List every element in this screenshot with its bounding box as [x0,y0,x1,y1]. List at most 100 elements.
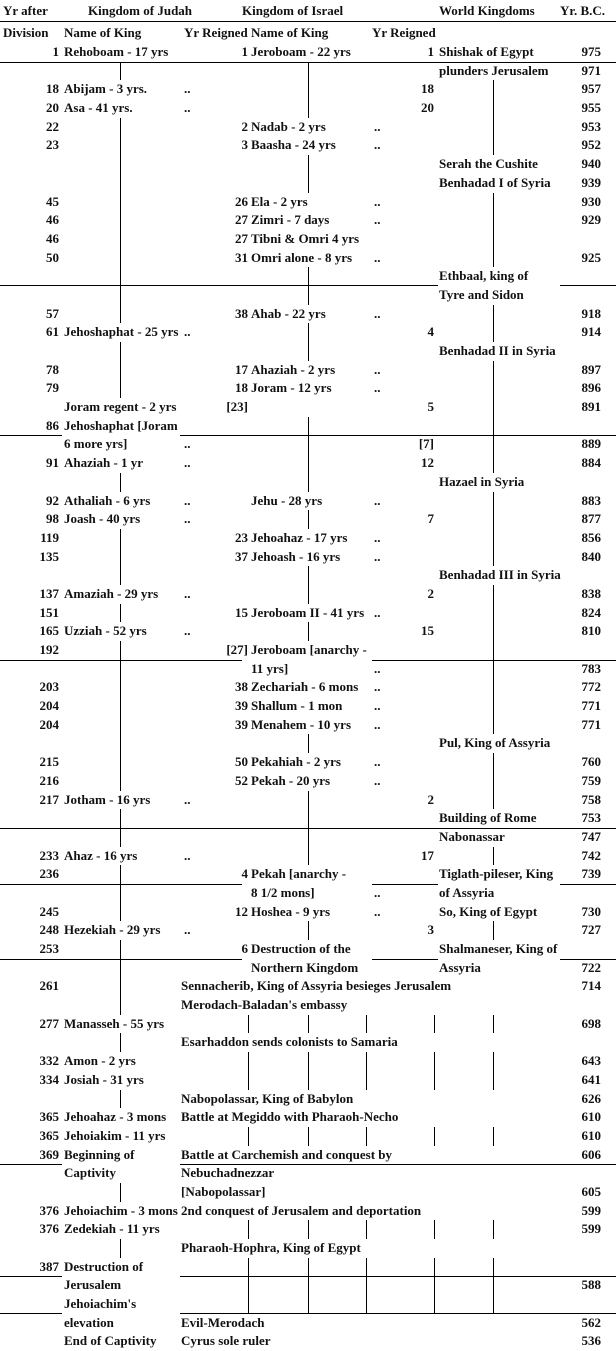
division-year: 46 [46,230,59,246]
table-row: 98 Joash - 40 yrs.. 7 877 [0,510,616,529]
israel-yr-reigned [372,940,438,960]
israel-yr-reigned: 1 [372,43,438,63]
year-bc: 610 [581,1127,602,1143]
world-kingdom-event [438,323,560,342]
division-year [0,1314,62,1333]
world-kingdom-event [438,379,560,399]
world-kingdom-event [438,192,560,212]
year-bc: 599 [581,1221,602,1237]
division-year: 253 [0,940,62,960]
division-year: 23 [46,137,59,153]
israel-king-name: Pekahiah - 2 yrs [251,754,341,770]
judah-yr-reigned [180,1258,242,1278]
division-year [0,1090,62,1109]
year-bc [560,1033,616,1052]
year-bc: 536 [581,1333,602,1349]
division-year [0,1295,62,1314]
world-kingdom-event [438,80,560,100]
israel-yr-reigned [372,641,438,661]
judah-yr-reigned [180,641,242,661]
division-year: 79 [46,380,59,396]
judah-yr-reigned: .. [184,922,191,938]
header-judah-yr-reigned: Yr Reigned [184,25,248,40]
world-kingdom-event [438,491,560,511]
division-year [0,473,62,492]
israel-yr-reigned [372,865,438,885]
israel-yr-reigned: 4 [427,324,435,340]
judah-yr-reigned [180,1052,242,1071]
year-bc: 626 [581,1090,602,1106]
judah-yr-reigned: .. [184,100,191,116]
israel-king-accession-num: 37 [235,548,248,564]
header-judah-name-of-king: Name of King [64,25,142,40]
world-kingdom-event: of Assyria [439,884,495,900]
division-year: 365 [39,1127,60,1143]
israel-king: 11 yrs] [242,660,372,679]
division-year [0,734,62,753]
israel-king-name: Baasha - 24 yrs [251,137,336,153]
division-year: 216 [39,772,60,788]
judah-king: Jehoshaphat - 25 yrs [64,324,179,340]
israel-king-name: 11 yrs] [251,660,289,676]
table-row: 86 Jehoshaphat [Joram [0,416,616,437]
israel-king: 1 Jeroboam - 22 yrs [242,43,372,63]
judah-yr-reigned [180,734,242,753]
judah-king [62,61,180,81]
judah-king [62,528,180,548]
israel-yr-reigned: [7] [418,436,434,452]
judah-king: Zedekiah - 11 yrs [64,1221,160,1237]
world-kingdom-event: Building of Rome [438,809,560,829]
judah-king [62,734,180,754]
world-kingdom-event: Tiglath-pileser, King [439,866,554,882]
israel-king [242,1052,372,1071]
year-bc: 939 [581,174,602,190]
israel-king-name: Jeroboam - 22 yrs [251,44,351,59]
judah-king [62,342,180,361]
israel-king: Jehu - 28 yrs [242,492,372,511]
table-row: 119 23 Jehoahaz - 17 yrs.. 856 [0,528,616,548]
year-bc: 610 [581,1109,602,1125]
division-year: 365 [39,1109,60,1125]
year-bc: 971 [581,62,602,78]
judah-king [62,977,180,997]
judah-king: Amaziah - 29 yrs [64,585,159,601]
year-bc: 714 [581,978,602,994]
israel-yr-reigned [372,566,438,585]
world-kingdom-event [438,1295,560,1314]
division-year [0,884,62,903]
year-bc: 838 [581,585,602,601]
division-year [0,1239,62,1258]
israel-yr-reigned [372,828,438,847]
year-bc: 742 [581,847,602,863]
header-yr-after: Yr after [3,3,48,18]
division-year [0,660,62,679]
judah-king [62,192,180,212]
table-row: 8 1/2 mons].. of Assyria [0,883,616,903]
division-year: 204 [39,716,60,732]
israel-yr-reigned [372,286,438,305]
israel-king: 15 Jeroboam II - 41 yrs [235,604,372,623]
year-bc [560,884,616,903]
world-kingdom-event: Benhadad I of Syria [439,174,551,190]
table-row: elevation Evil-Merodach 562 [0,1314,616,1333]
table-row: 78 17 Ahaziah - 2 yrs.. 897 [0,360,616,380]
judah-king [62,958,180,978]
division-year [0,959,62,978]
table-row: 137 Amaziah - 29 yrs.. 2 838 [0,584,616,604]
division-year [0,342,62,361]
judah-king [62,229,180,249]
judah-yr-reigned [180,342,242,361]
division-year [0,155,62,174]
year-bc: 739 [560,865,616,885]
year-bc: 953 [581,118,602,134]
israel-yr-reigned: .. [374,716,381,732]
year-bc [560,230,616,249]
table-row: Hazael in Syria [0,472,616,492]
world-event-spanning: Esarhaddon sends colonists to Samaria [181,1034,398,1050]
judah-king [62,173,180,193]
israel-king-name: Joram - 12 yrs [251,380,332,396]
year-bc: 896 [581,380,602,396]
judah-king: Athaliah - 6 yrs [64,492,151,508]
year-bc: 930 [581,193,602,209]
division-year: 78 [46,361,59,377]
